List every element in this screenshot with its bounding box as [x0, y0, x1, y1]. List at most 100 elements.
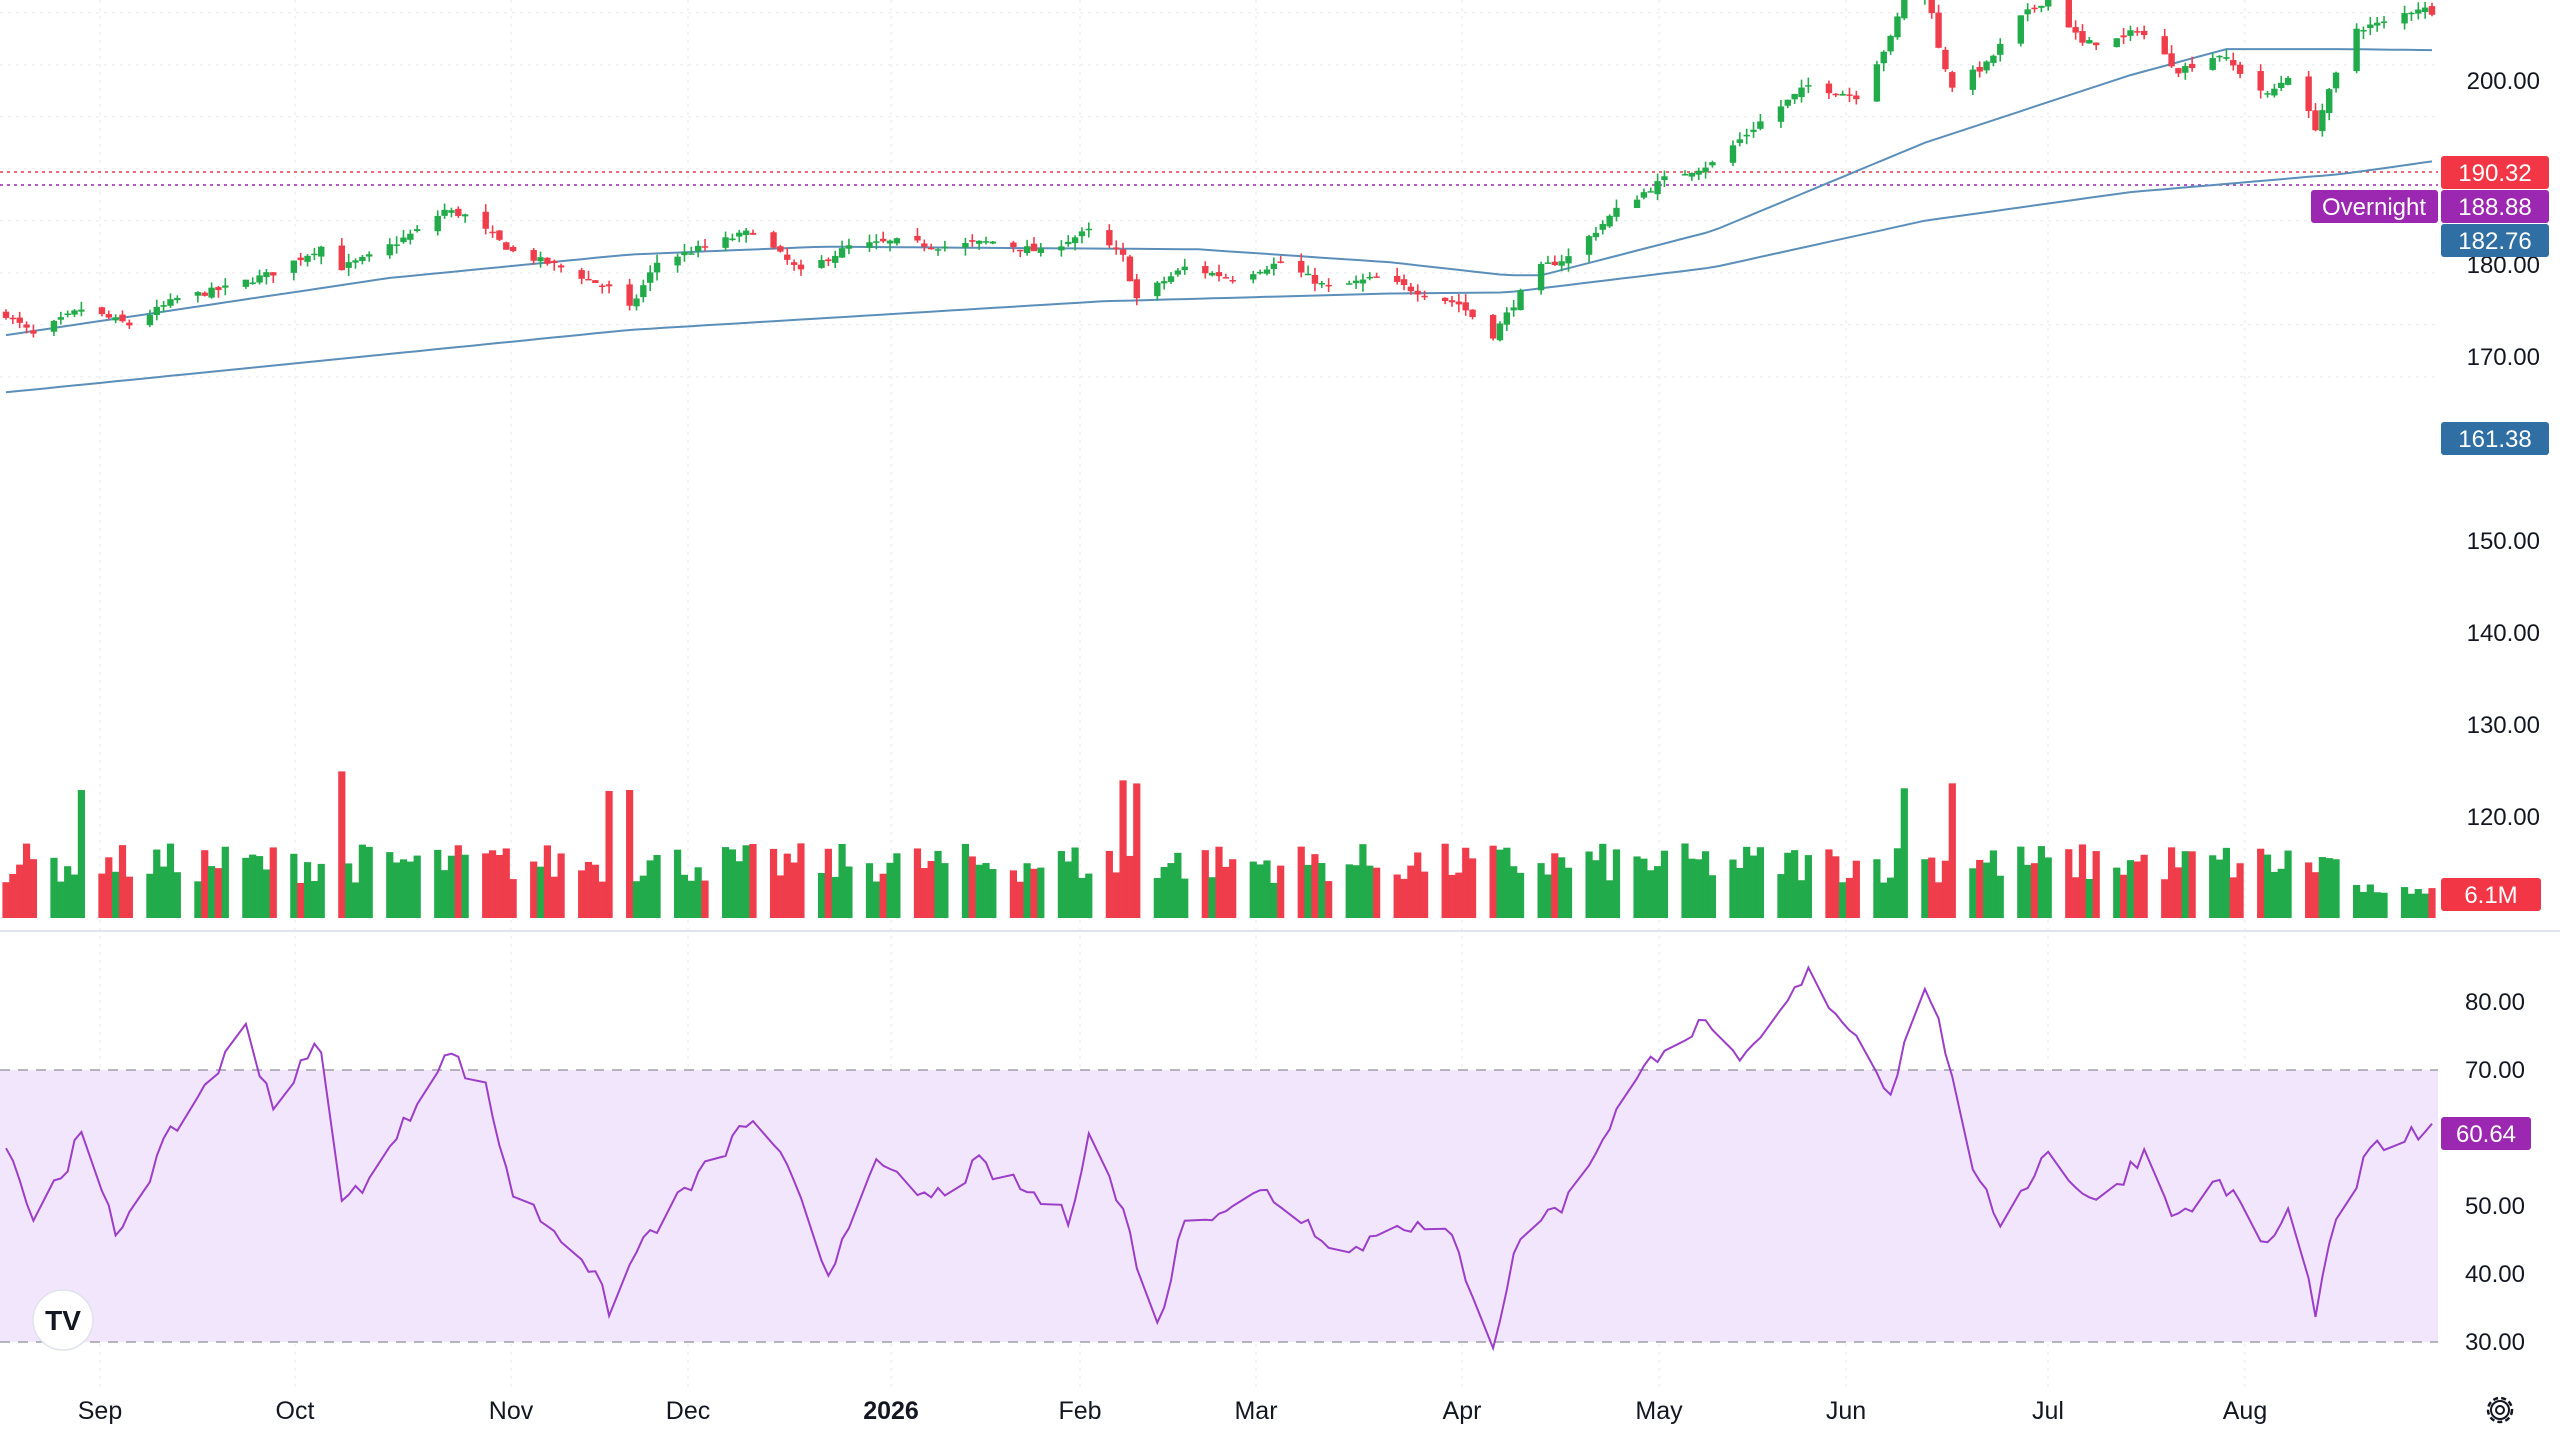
volume-bar: [680, 874, 689, 918]
time-label: Dec: [666, 1397, 710, 1425]
candle-body: [222, 285, 229, 288]
rsi-axis[interactable]: 80.00 70.00 50.00 40.00 30.00: [2465, 989, 2525, 1356]
candle: [1421, 290, 1428, 301]
candle-body: [1880, 51, 1887, 64]
candle-body: [1174, 270, 1182, 275]
settings-gear-icon[interactable]: [2486, 1396, 2514, 1424]
candle: [749, 229, 757, 235]
volume-bar: [934, 850, 942, 918]
candle-body: [640, 285, 647, 298]
volume-bar: [1544, 874, 1552, 918]
candle-body: [1202, 266, 1209, 274]
volume-bar: [1496, 849, 1504, 918]
candle: [64, 310, 71, 318]
candle-body: [626, 284, 633, 306]
volume-bar: [345, 863, 353, 918]
volume-bar: [1510, 866, 1518, 918]
candle-body: [1805, 85, 1812, 87]
candle: [1791, 93, 1798, 104]
candle: [503, 241, 510, 250]
candle: [2332, 71, 2340, 93]
volume-bar: [626, 789, 634, 918]
candle: [1119, 242, 1127, 262]
volume-bar: [2277, 868, 2285, 918]
candle: [1400, 274, 1408, 291]
volume-bar: [879, 873, 887, 918]
ma200-tag: 161.38: [2441, 422, 2549, 455]
candle-body: [2305, 76, 2312, 112]
candle: [585, 270, 592, 281]
candle: [653, 254, 661, 281]
candle: [1537, 261, 1545, 295]
volume-bar: [1167, 863, 1175, 918]
candle-body: [2120, 35, 2127, 38]
candle-body: [1229, 280, 1236, 282]
volume-bar: [1462, 847, 1470, 918]
candle-body: [790, 262, 798, 265]
volume-bar: [1845, 877, 1854, 918]
candle: [400, 229, 407, 244]
candle-body: [1325, 284, 1332, 287]
candle: [407, 229, 414, 245]
volume-bar: [1311, 854, 1319, 918]
volume-bar: [2037, 846, 2045, 918]
volume-bar: [2311, 872, 2320, 918]
tradingview-logo-icon[interactable]: TV: [32, 1289, 94, 1351]
candle: [1202, 261, 1209, 279]
candle: [1058, 240, 1065, 257]
candle-body: [2353, 28, 2360, 72]
candle-body: [694, 245, 702, 252]
volume-bar: [201, 850, 209, 918]
candle: [2072, 20, 2079, 40]
logo-text: TV: [45, 1305, 81, 1336]
volume-bar: [1660, 850, 1669, 918]
candle: [2284, 75, 2292, 86]
volume-bar: [262, 869, 271, 918]
candle: [1448, 296, 1456, 307]
volume-bar: [646, 860, 654, 918]
volume-bar: [2318, 857, 2326, 918]
candle: [2140, 25, 2148, 40]
candle: [1256, 269, 1264, 275]
candle: [1023, 239, 1031, 256]
candle: [1462, 294, 1469, 316]
candle-body: [845, 245, 853, 249]
candle-body: [1551, 261, 1559, 266]
volume-bar: [1791, 850, 1799, 918]
candle-body: [2401, 13, 2408, 24]
volume-bar: [509, 879, 517, 918]
candle: [352, 258, 359, 269]
candle: [1318, 280, 1325, 288]
time-label: Oct: [276, 1397, 315, 1425]
candle: [1277, 255, 1284, 264]
candle: [1880, 50, 1887, 72]
volume-bar: [2222, 847, 2231, 918]
candle: [2134, 27, 2141, 36]
volume-bar: [1105, 850, 1113, 918]
candle-body: [1832, 93, 1839, 96]
candle-body: [1037, 248, 1045, 253]
price-axis[interactable]: 200.00 180.00 170.00 150.00 140.00 130.0…: [2467, 68, 2540, 831]
volume-bar: [1325, 881, 1333, 918]
candle: [1640, 188, 1648, 200]
candle-body: [825, 259, 832, 262]
volume-bar: [1153, 878, 1161, 918]
candle-body: [605, 284, 613, 287]
volume-bar: [1749, 855, 1758, 918]
volume-bar: [1030, 868, 1038, 918]
candle-body: [1654, 181, 1661, 195]
overnight-tag: Overnight 188.88: [2311, 190, 2549, 223]
volume-bar: [1112, 872, 1120, 918]
candle-body: [2236, 64, 2244, 74]
time-axis[interactable]: Sep Oct Nov Dec 2026 Feb Mar Apr May Jun…: [78, 1397, 2267, 1425]
candle-body: [1133, 279, 1140, 299]
volume-bar: [495, 854, 504, 918]
volume-bar: [1229, 859, 1237, 918]
candle-body: [359, 256, 366, 262]
rsi-tick-label: 40.00: [2465, 1261, 2525, 1288]
candle: [633, 294, 640, 311]
volume-bar: [105, 857, 113, 918]
candle-body: [311, 253, 318, 256]
candle-body: [1791, 94, 1798, 100]
